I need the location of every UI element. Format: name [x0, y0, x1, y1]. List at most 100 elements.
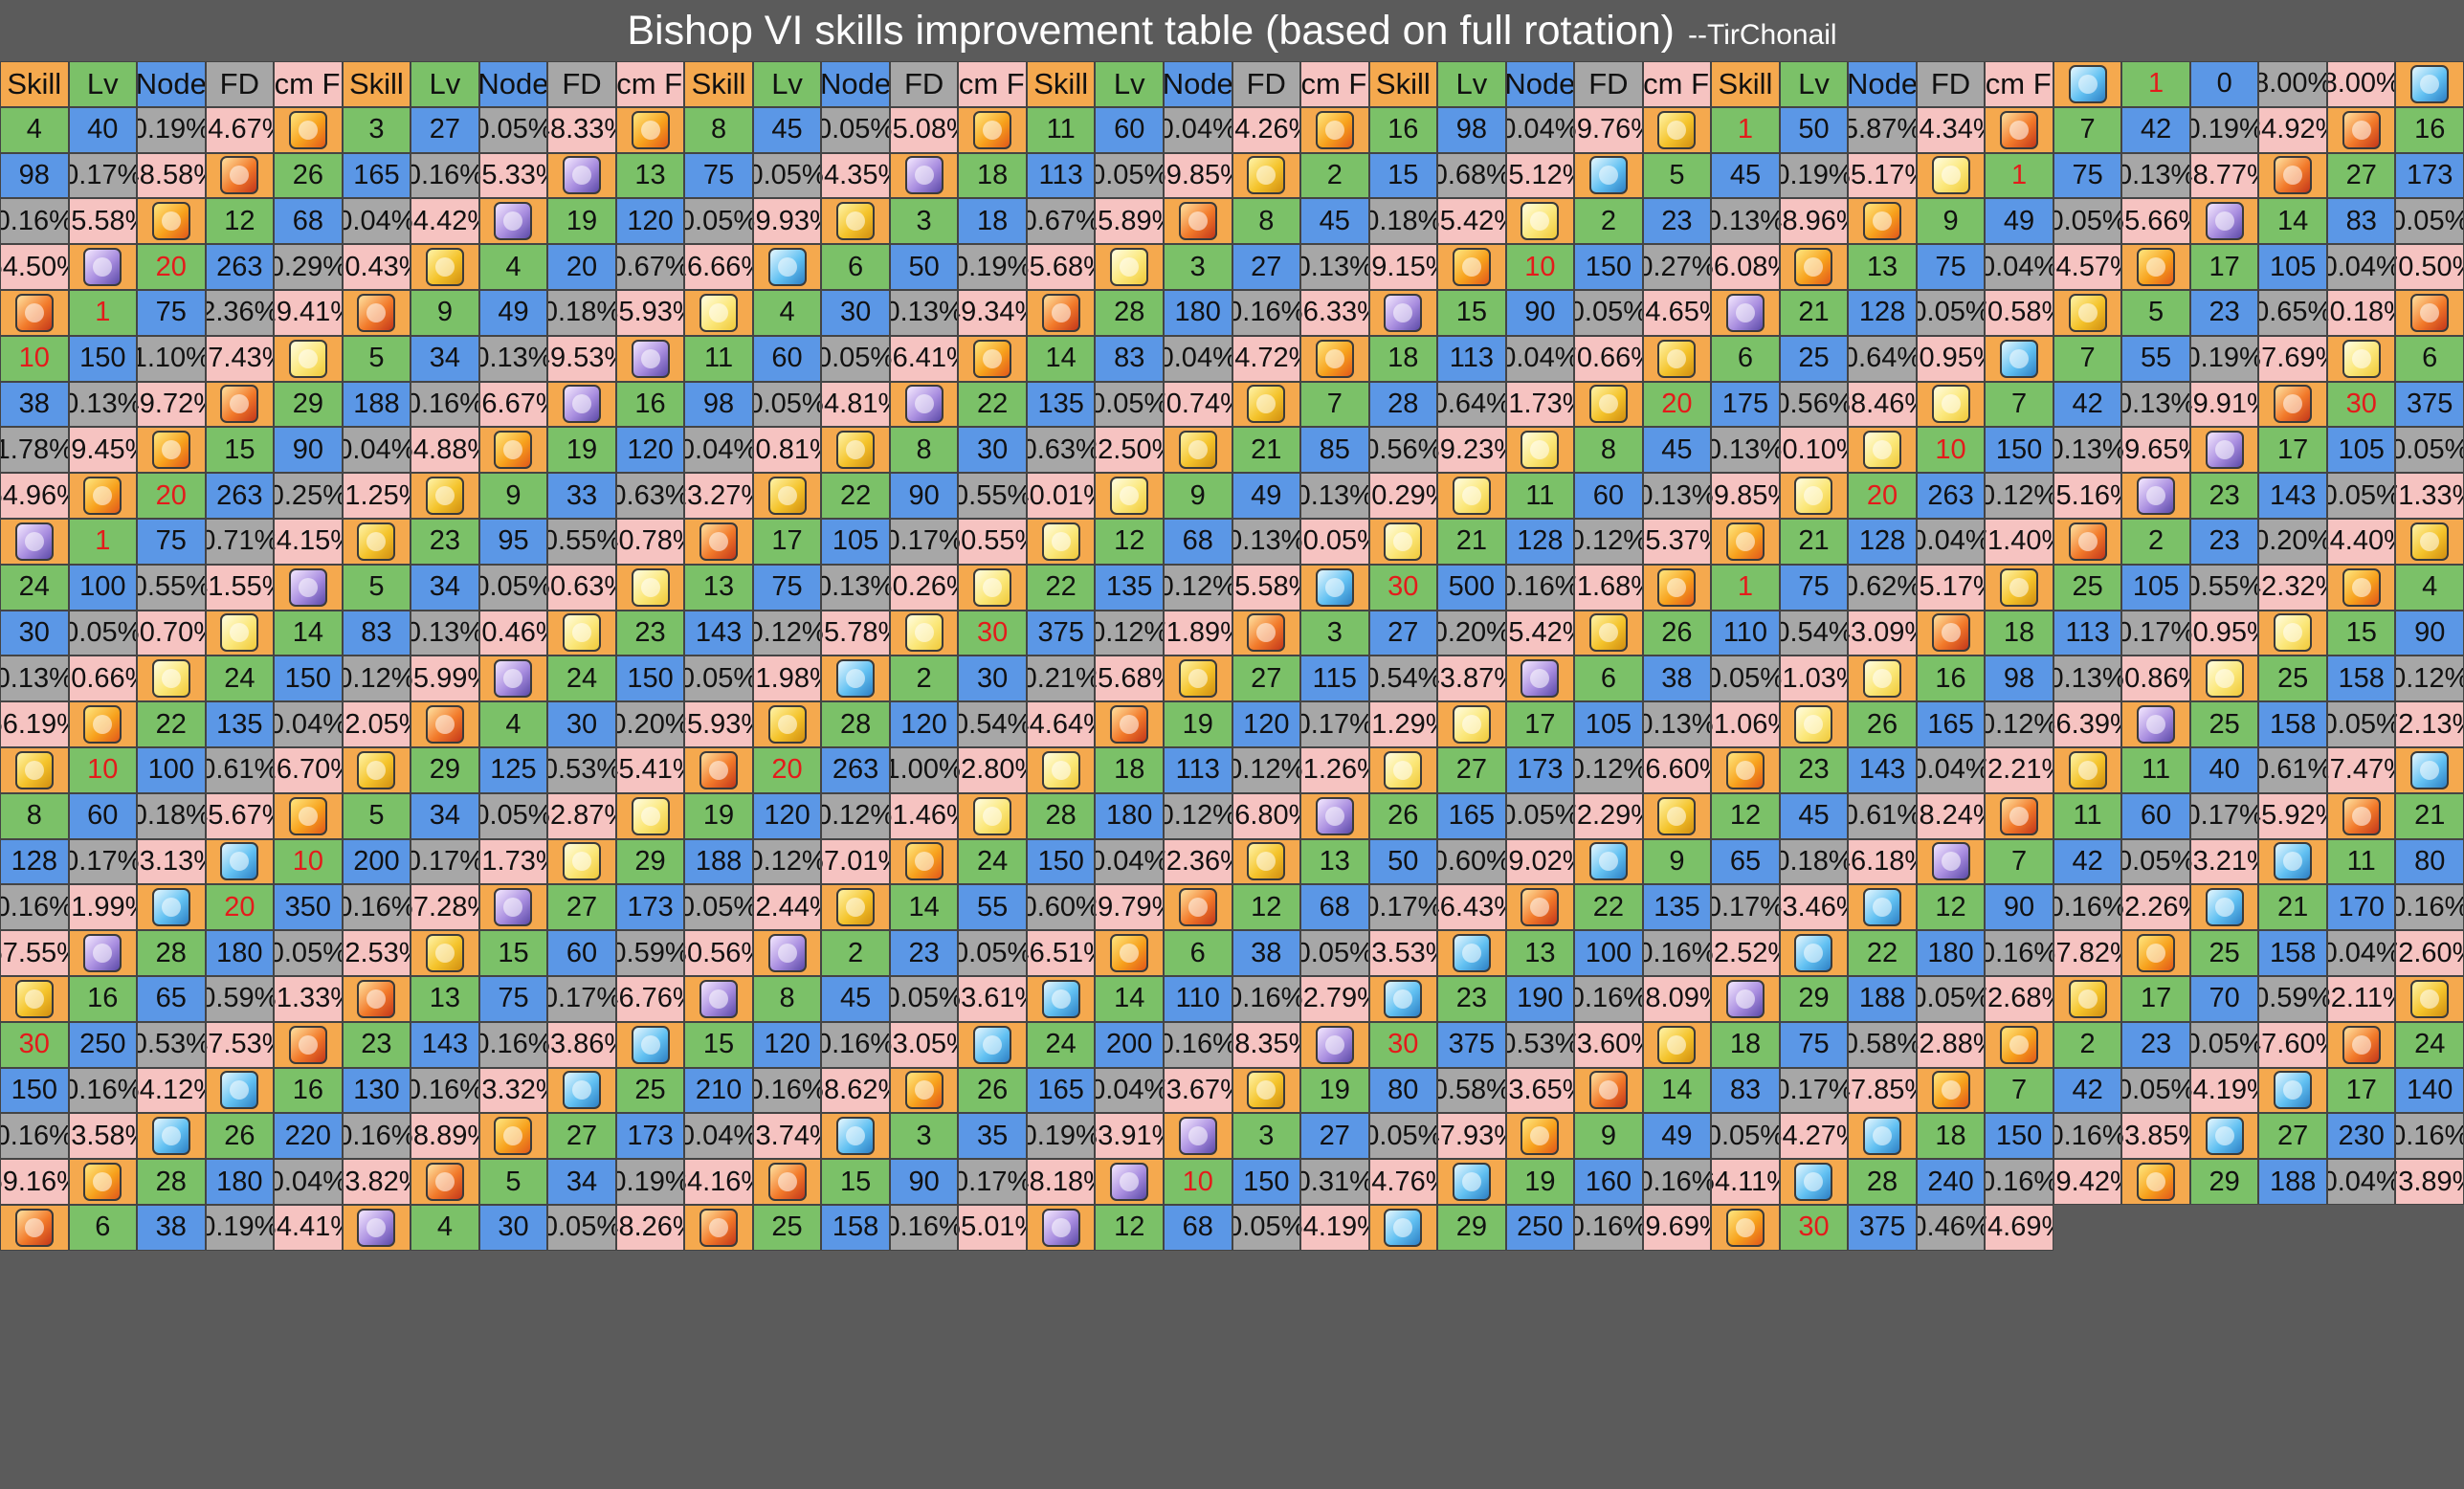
node-cell: 150: [1026, 838, 1096, 885]
fire-spirit-icon: [1178, 888, 1217, 927]
fd-cell: 1.00%: [889, 746, 959, 793]
fire-spirit-icon: [2000, 796, 2039, 835]
node-cell: 128: [1848, 289, 1917, 336]
fd-cell: 0.05%: [752, 152, 822, 199]
skill-cell: [1300, 792, 1369, 839]
fd-cell: 0.53%: [1505, 1021, 1575, 1068]
flame-burst-icon: [1794, 248, 1833, 287]
node-cell: 75: [137, 289, 206, 336]
acm-fd-cell: 47.93%: [1437, 1113, 1506, 1160]
acm-fd-cell: 56.41%: [889, 335, 959, 382]
flame-burst-icon: [2137, 934, 2176, 973]
purple-angel-icon: [2137, 477, 2176, 516]
node-cell: 158: [2326, 656, 2396, 702]
skill-cell: [547, 152, 616, 199]
fd-cell: 0.20%: [1437, 610, 1506, 656]
level-cell: 17: [2189, 244, 2259, 290]
level-cell: 15: [2326, 610, 2396, 656]
acm-fd-cell: 48.96%: [1779, 198, 1849, 245]
level-cell: 2: [1300, 152, 1369, 199]
fd-cell: 0.13%: [1300, 244, 1369, 290]
fd-cell: 0.13%: [889, 289, 959, 336]
skill-cell: [1574, 152, 1643, 199]
skill-cell: [1232, 152, 1301, 199]
acm-fd-cell: 68.09%: [1642, 975, 1712, 1022]
node-cell: 120: [889, 701, 959, 747]
skill-cell: [137, 427, 206, 474]
purple-angel-icon: [1110, 1163, 1149, 1202]
acm-fd-cell: 67.01%: [821, 838, 890, 885]
node-cell: 230: [2326, 1113, 2396, 1160]
fd-cell: 0.05%: [1711, 1113, 1780, 1160]
skill-cell: [615, 106, 685, 153]
light-orb-icon: [2342, 339, 2381, 378]
fd-cell: 0.16%: [889, 1204, 959, 1251]
light-orb-icon: [1863, 431, 1901, 470]
skill-cell: [1437, 473, 1506, 519]
golden-blessing-icon: [357, 750, 396, 789]
level-cell: 5: [1642, 152, 1712, 199]
purple-angel-icon: [83, 248, 122, 287]
level-cell: 13: [411, 975, 479, 1022]
skill-cell: [1163, 427, 1232, 474]
fd-cell: 0.05%: [752, 381, 822, 428]
header-skill: Skill: [684, 61, 753, 107]
golden-blessing-icon: [357, 522, 396, 561]
acm-fd-cell: 61.46%: [889, 792, 959, 839]
level-cell: 28: [137, 930, 206, 976]
node-cell: 18: [958, 198, 1027, 245]
fd-cell: 0.16%: [1642, 930, 1712, 976]
level-cell: 22: [821, 473, 890, 519]
acm-fd-cell: 69.85%: [1163, 152, 1232, 199]
level-cell: 18: [1916, 1113, 1986, 1160]
level-cell: 18: [1368, 335, 1438, 382]
acm-fd-cell: 70.43%: [342, 244, 411, 290]
acm-fd-cell: 62.26%: [2121, 884, 2190, 931]
node-cell: 50: [889, 244, 959, 290]
skill-cell: [958, 106, 1027, 153]
golden-blessing-icon: [836, 888, 876, 927]
skill-cell: [1368, 1204, 1438, 1251]
acm-fd-cell: 60.46%: [478, 610, 548, 656]
skill-cell: [1574, 838, 1643, 885]
fd-cell: 0.05%: [1505, 792, 1575, 839]
fd-cell: 0.12%: [1574, 518, 1643, 565]
acm-fd-cell: 69.93%: [752, 198, 822, 245]
node-cell: 220: [274, 1113, 343, 1160]
flame-burst-icon: [2137, 1163, 2176, 1202]
node-cell: 30: [478, 1204, 548, 1251]
level-cell: 16: [2395, 106, 2464, 153]
level-cell: 24: [547, 656, 616, 702]
light-orb-icon: [1931, 156, 1970, 195]
node-cell: 188: [342, 381, 411, 428]
fd-cell: 0.17%: [68, 152, 138, 199]
level-cell: 30: [958, 610, 1027, 656]
ice-crystal-icon: [2205, 1117, 2244, 1156]
acm-fd-cell: 66.39%: [2053, 701, 2122, 747]
node-cell: 150: [615, 656, 685, 702]
node-cell: 250: [68, 1021, 138, 1068]
level-cell: 29: [1779, 975, 1849, 1022]
golden-blessing-icon: [425, 934, 464, 973]
level-cell: 3: [889, 1113, 959, 1160]
fd-cell: 0.18%: [137, 792, 206, 839]
golden-blessing-icon: [1588, 385, 1628, 424]
acm-fd-cell: 54.12%: [137, 1067, 206, 1114]
fd-cell: 0.17%: [958, 1159, 1027, 1205]
skill-cell: [342, 289, 411, 336]
skill-cell: [615, 564, 685, 611]
skill-cell: [1232, 838, 1301, 885]
node-cell: 173: [1505, 746, 1575, 793]
fd-cell: 0.12%: [1985, 473, 2053, 519]
acm-fd-cell: 64.57%: [2053, 244, 2122, 290]
skill-cell: [1368, 975, 1438, 1022]
node-cell: 158: [2258, 930, 2327, 976]
skill-cell: [1779, 1159, 1849, 1205]
fd-cell: 0.05%: [958, 930, 1027, 976]
level-cell: 1: [68, 518, 138, 565]
flame-burst-icon: [1863, 202, 1901, 241]
skill-cell: [2258, 152, 2327, 199]
fd-cell: 0.05%: [2121, 838, 2190, 885]
fd-cell: 0.19%: [137, 106, 206, 153]
skill-cell: [821, 656, 890, 702]
